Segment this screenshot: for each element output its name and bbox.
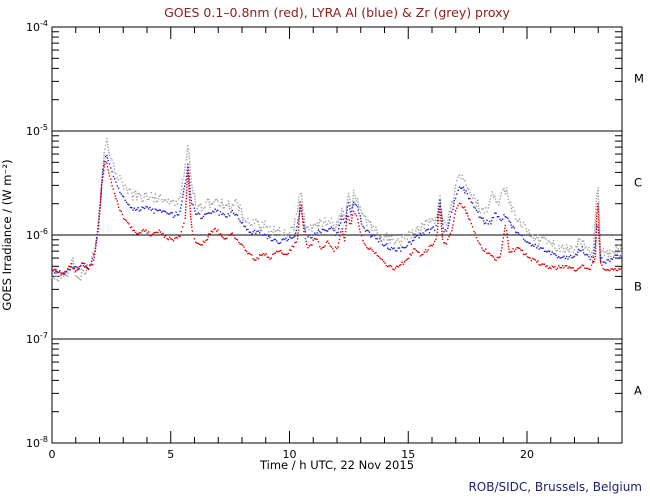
x-tick-label-0: 0 <box>49 448 56 461</box>
chart-title: GOES 0.1–0.8nm (red), LYRA Al (blue) & Z… <box>164 5 510 20</box>
flare-class-label-C: C <box>634 175 642 189</box>
series-goes-red-dots <box>51 161 623 276</box>
chart-generated-layers: 10-4 10-5 10-6 10-7 10-80 5 10 15 20 M C B A <box>26 19 644 461</box>
y-tick-label-1e-6: 10-6 <box>26 227 48 242</box>
y-tick-label-1e-5: 10-5 <box>26 123 48 138</box>
y-tick-label-1e-4: 10-4 <box>26 19 48 34</box>
flare-class-label-M: M <box>634 71 644 85</box>
y-tick-label-1e-8: 10-8 <box>26 435 48 450</box>
flare-class-label-B: B <box>634 279 642 293</box>
x-tick-label-5: 5 <box>167 448 174 461</box>
x-axis-ticks: 0 5 10 15 20 <box>49 27 623 461</box>
flare-class-labels: M C B A <box>634 71 644 397</box>
flare-class-label-A: A <box>634 383 642 397</box>
flare-class-boundary-lines <box>52 130 622 340</box>
x-tick-label-15: 15 <box>401 448 415 461</box>
x-axis-label: Time / h UTC, 22 Nov 2015 <box>259 458 414 472</box>
y-axis-label: GOES Irradiance / (W m⁻²) <box>0 159 14 310</box>
series-zr-grey-dots <box>51 137 623 282</box>
x-tick-label-20: 20 <box>520 448 534 461</box>
y-axis-ticks: 10-4 10-5 10-6 10-7 10-8 <box>26 19 622 450</box>
x-tick-label-10: 10 <box>283 448 297 461</box>
series-al-blue-dots <box>51 154 623 276</box>
credit-footer: ROB/SIDC, Brussels, Belgium <box>468 480 642 494</box>
y-tick-label-1e-7: 10-7 <box>26 331 48 346</box>
